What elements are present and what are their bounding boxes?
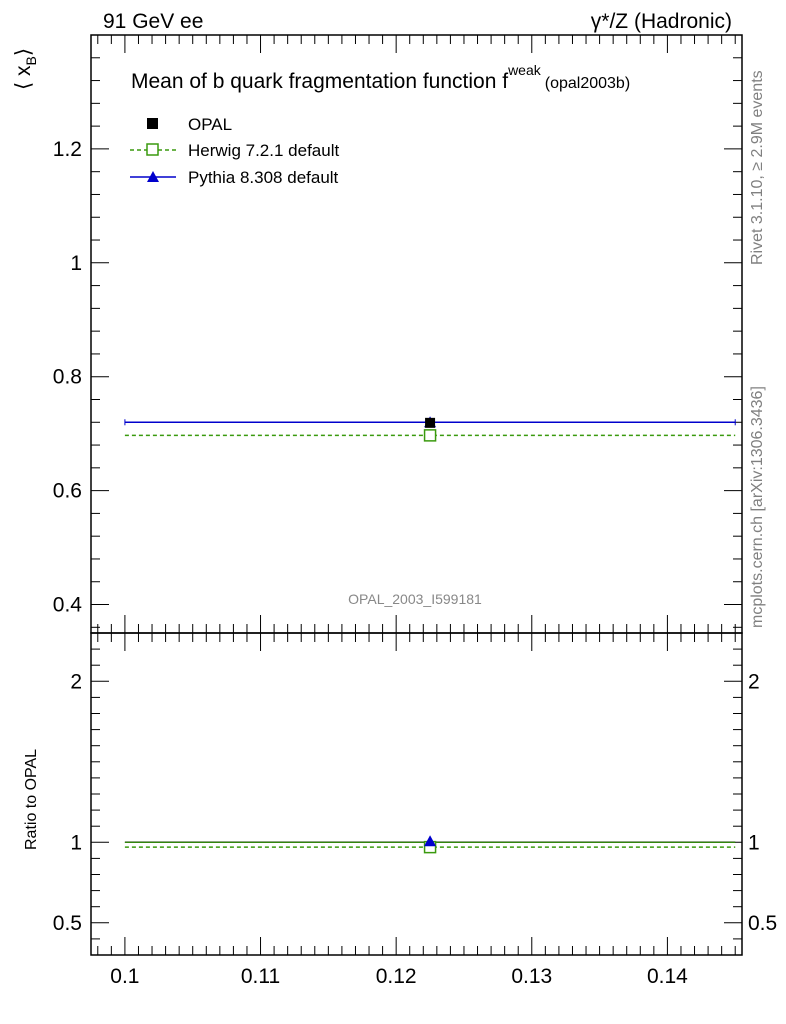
mcplots-label: mcplots.cern.ch [arXiv:1306.3436] bbox=[749, 386, 766, 628]
ratio-ytick-label-right: 1 bbox=[748, 831, 760, 854]
header-left: 91 GeV ee bbox=[103, 10, 203, 33]
xtick-label: 0.11 bbox=[241, 965, 280, 988]
main-ytick-label: 0.6 bbox=[53, 480, 82, 503]
legend-marker-opal bbox=[147, 118, 158, 129]
legend-marker-herwig bbox=[146, 143, 159, 156]
axis-ticks: 0.4 0.6 0.8 1 1.2 0.1 0.11 0.12 0.13 0.14 0.5 0.5 1 1… bbox=[53, 35, 777, 988]
legend: OPAL Herwig 7.2.1 default Pythia 8.308 d… bbox=[130, 115, 339, 187]
main-ylabel: ⟨ xB⟩ bbox=[12, 48, 39, 90]
legend-label-pythia: Pythia 8.308 default bbox=[188, 168, 339, 187]
ratio-ytick-label: 1 bbox=[70, 831, 82, 854]
xtick-label: 0.12 bbox=[376, 965, 417, 988]
ratio-ytick-label: 0.5 bbox=[53, 912, 82, 935]
legend-label-herwig: Herwig 7.2.1 default bbox=[188, 141, 339, 160]
analysis-watermark: OPAL_2003_I599181 bbox=[348, 591, 482, 607]
xtick-label: 0.13 bbox=[511, 965, 552, 988]
main-ytick-label: 0.4 bbox=[53, 594, 83, 617]
main-ytick-label: 1 bbox=[70, 252, 82, 275]
ratio-ytick-label-right: 2 bbox=[748, 670, 760, 693]
rivet-label: Rivet 3.1.10, ≥ 2.9M events bbox=[749, 70, 766, 265]
ratio-ytick-label-right: 0.5 bbox=[748, 912, 777, 935]
legend-marker-pythia bbox=[147, 171, 159, 182]
legend-label-opal: OPAL bbox=[188, 115, 232, 134]
ratio-plot-frame bbox=[90, 632, 743, 956]
ratio-ylabel: Ratio to OPAL bbox=[23, 749, 40, 850]
chart-marks bbox=[124, 416, 736, 854]
ratio-pythia-point bbox=[424, 835, 437, 847]
header-right: γ*/Z (Hadronic) bbox=[591, 10, 732, 33]
ratio-ytick-label: 2 bbox=[70, 670, 82, 693]
opal-point bbox=[425, 417, 436, 428]
xtick-label: 0.1 bbox=[110, 965, 139, 988]
xtick-label: 0.14 bbox=[647, 965, 688, 988]
main-ytick-label: 1.2 bbox=[53, 138, 82, 161]
main-title: Mean of b quark fragmentation function f… bbox=[131, 62, 630, 93]
herwig-point bbox=[423, 429, 437, 442]
main-ytick-label: 0.8 bbox=[53, 366, 82, 389]
